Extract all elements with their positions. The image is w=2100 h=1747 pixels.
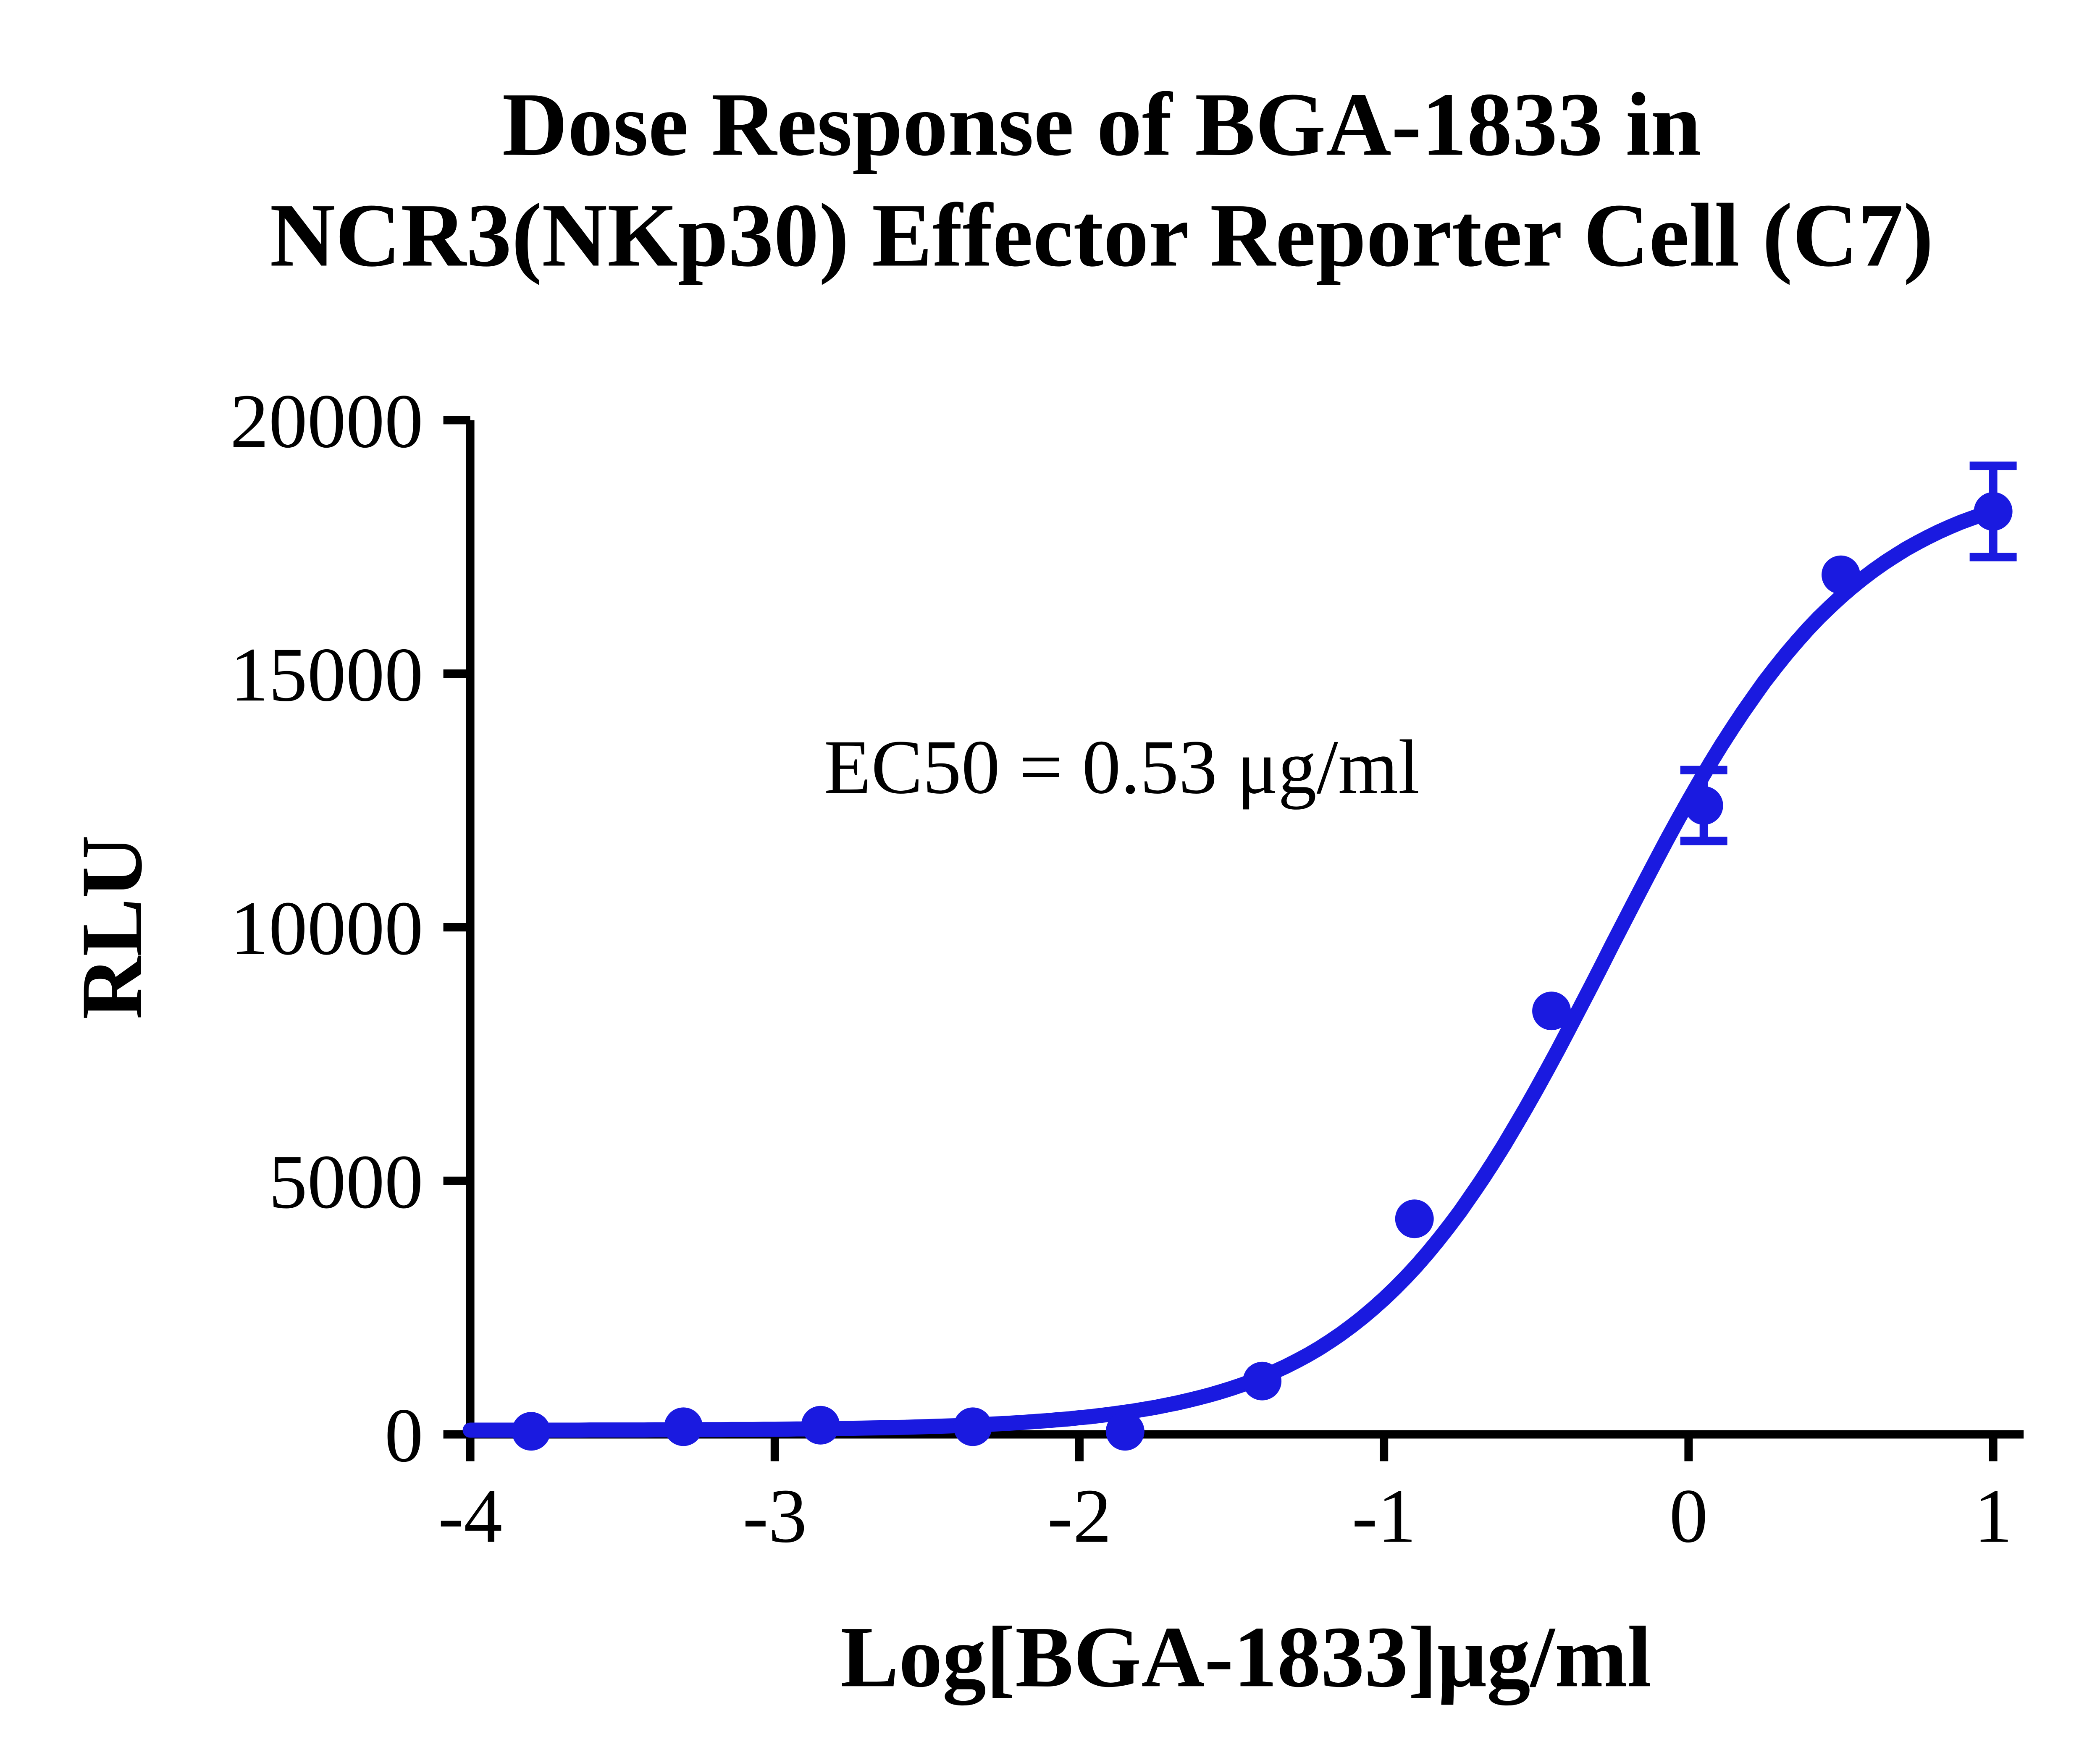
data-point bbox=[664, 1407, 703, 1446]
fit-curve bbox=[462, 503, 2001, 1438]
data-point bbox=[1684, 786, 1723, 825]
y-tick-label: 0 bbox=[385, 1392, 423, 1478]
data-point bbox=[1532, 992, 1571, 1031]
x-tick-label: -4 bbox=[438, 1473, 502, 1558]
data-point bbox=[1243, 1361, 1282, 1401]
x-tick-label: -1 bbox=[1352, 1473, 1416, 1558]
data-point bbox=[1105, 1412, 1144, 1451]
ec50-annotation: EC50 = 0.53 μg/ml bbox=[824, 724, 1420, 810]
y-axis-label: RLU bbox=[63, 835, 160, 1019]
plot-area: -4 -3 -2 -1 0 1 0 5000 10000 15000 20000 bbox=[230, 378, 2024, 1558]
data-point bbox=[1395, 1199, 1434, 1238]
x-tick-label: 1 bbox=[1974, 1473, 2013, 1558]
data-point bbox=[1822, 555, 1861, 594]
y-tick-label: 15000 bbox=[230, 632, 423, 717]
x-tick-label: -3 bbox=[743, 1473, 807, 1558]
data-point bbox=[953, 1407, 992, 1446]
x-tick-label: -2 bbox=[1047, 1473, 1111, 1558]
data-point bbox=[801, 1406, 840, 1445]
chart-title-line2: NCR3(NKp30) Effector Reporter Cell (C7) bbox=[270, 185, 1933, 286]
y-tick-label: 5000 bbox=[269, 1139, 423, 1225]
x-tick-label: 0 bbox=[1669, 1473, 1708, 1558]
data-point bbox=[1974, 492, 2013, 531]
data-point bbox=[512, 1412, 551, 1451]
chart-title-line1: Dose Response of BGA-1833 in bbox=[502, 74, 1701, 175]
y-tick-label: 20000 bbox=[230, 378, 423, 464]
x-axis-label: Log[BGA-1833]μg/ml bbox=[840, 1608, 1651, 1705]
y-tick-label: 10000 bbox=[230, 885, 423, 971]
